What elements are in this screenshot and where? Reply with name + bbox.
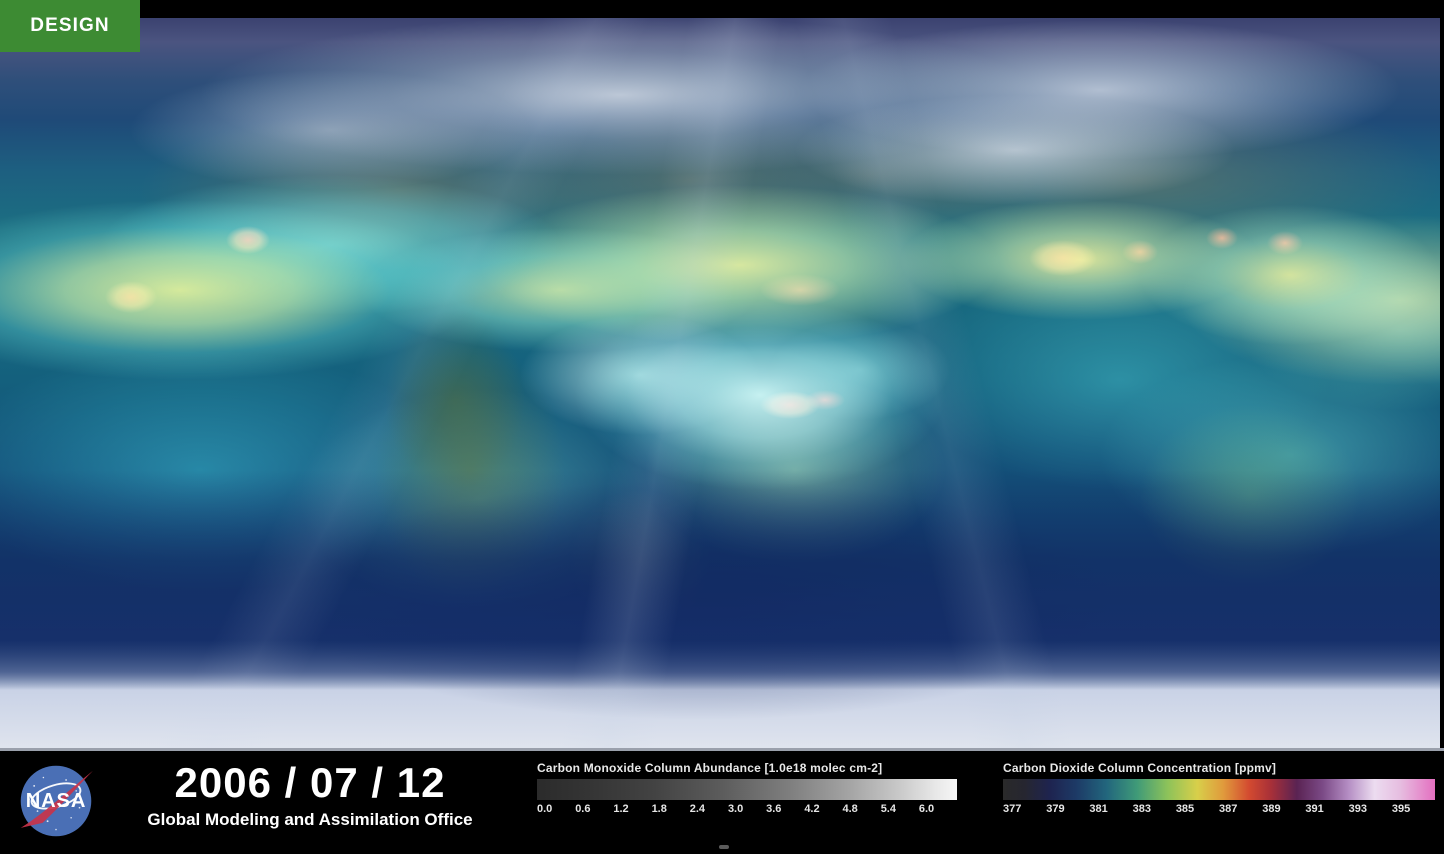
- progress-scrubber-mark[interactable]: [719, 845, 729, 849]
- carbon-monoxide-legend-title: Carbon Monoxide Column Abundance [1.0e18…: [537, 761, 883, 775]
- tick-label: 389: [1262, 803, 1281, 815]
- tick-label: 381: [1089, 803, 1108, 815]
- southern-ocean-layer: [0, 0, 1440, 748]
- tick-label: 379: [1046, 803, 1065, 815]
- tick-label: 387: [1219, 803, 1238, 815]
- tick-label: 3.0: [727, 803, 744, 815]
- carbon-dioxide-legend: Carbon Dioxide Column Concentration [ppm…: [1003, 759, 1435, 815]
- tick-label: 391: [1305, 803, 1324, 815]
- tick-label: 6.0: [918, 803, 935, 815]
- nasa-meatball-icon: NASA: [20, 765, 93, 837]
- tick-label: 3.6: [766, 803, 782, 815]
- tick-label: 385: [1175, 803, 1195, 815]
- carbon-monoxide-tick-row: 0.0 0.6 1.2 1.8 2.4 3.0 3.6 4.2 4.8 5.4 …: [537, 803, 957, 815]
- carbon-dioxide-tick-row: 377 379 381 383 385 387 389 391 393 395: [1003, 803, 1435, 815]
- carbon-monoxide-colorbar: [537, 779, 957, 800]
- right-letterbox-bar: [1440, 0, 1444, 748]
- tick-label: 377: [1003, 803, 1022, 815]
- tick-label: 1.2: [613, 803, 629, 815]
- top-letterbox-bar: [0, 0, 1444, 18]
- carbon-dioxide-colorbar: [1003, 779, 1435, 800]
- tick-label: 0.6: [575, 803, 591, 815]
- tick-label: 383: [1132, 803, 1151, 815]
- tick-label: 5.4: [880, 803, 896, 815]
- tick-label: 2.4: [689, 803, 706, 815]
- carbon-monoxide-legend: Carbon Monoxide Column Abundance [1.0e18…: [537, 759, 957, 815]
- tick-label: 4.8: [842, 803, 858, 815]
- nasa-logo: NASA: [14, 759, 98, 843]
- tick-label: 1.8: [651, 803, 667, 815]
- svg-text:NASA: NASA: [26, 790, 86, 812]
- global-carbon-map: [0, 0, 1440, 748]
- design-badge[interactable]: DESIGN: [0, 0, 140, 52]
- tick-label: 393: [1348, 803, 1367, 815]
- tick-label: 4.2: [804, 803, 820, 815]
- design-badge-label: DESIGN: [30, 15, 110, 36]
- wispy-streak-layer: [0, 0, 1440, 748]
- organization-name: Global Modeling and Assimilation Office: [147, 810, 473, 829]
- footer-bar: NASA 2006 / 07 / 12 Global Modeling and …: [0, 748, 1444, 854]
- tick-label: 395: [1391, 803, 1411, 815]
- carbon-dioxide-legend-title: Carbon Dioxide Column Concentration [ppm…: [1003, 761, 1277, 775]
- date-block: 2006 / 07 / 12 Global Modeling and Assim…: [110, 757, 510, 831]
- tick-label: 0.0: [537, 803, 553, 815]
- simulation-date: 2006 / 07 / 12: [174, 759, 446, 806]
